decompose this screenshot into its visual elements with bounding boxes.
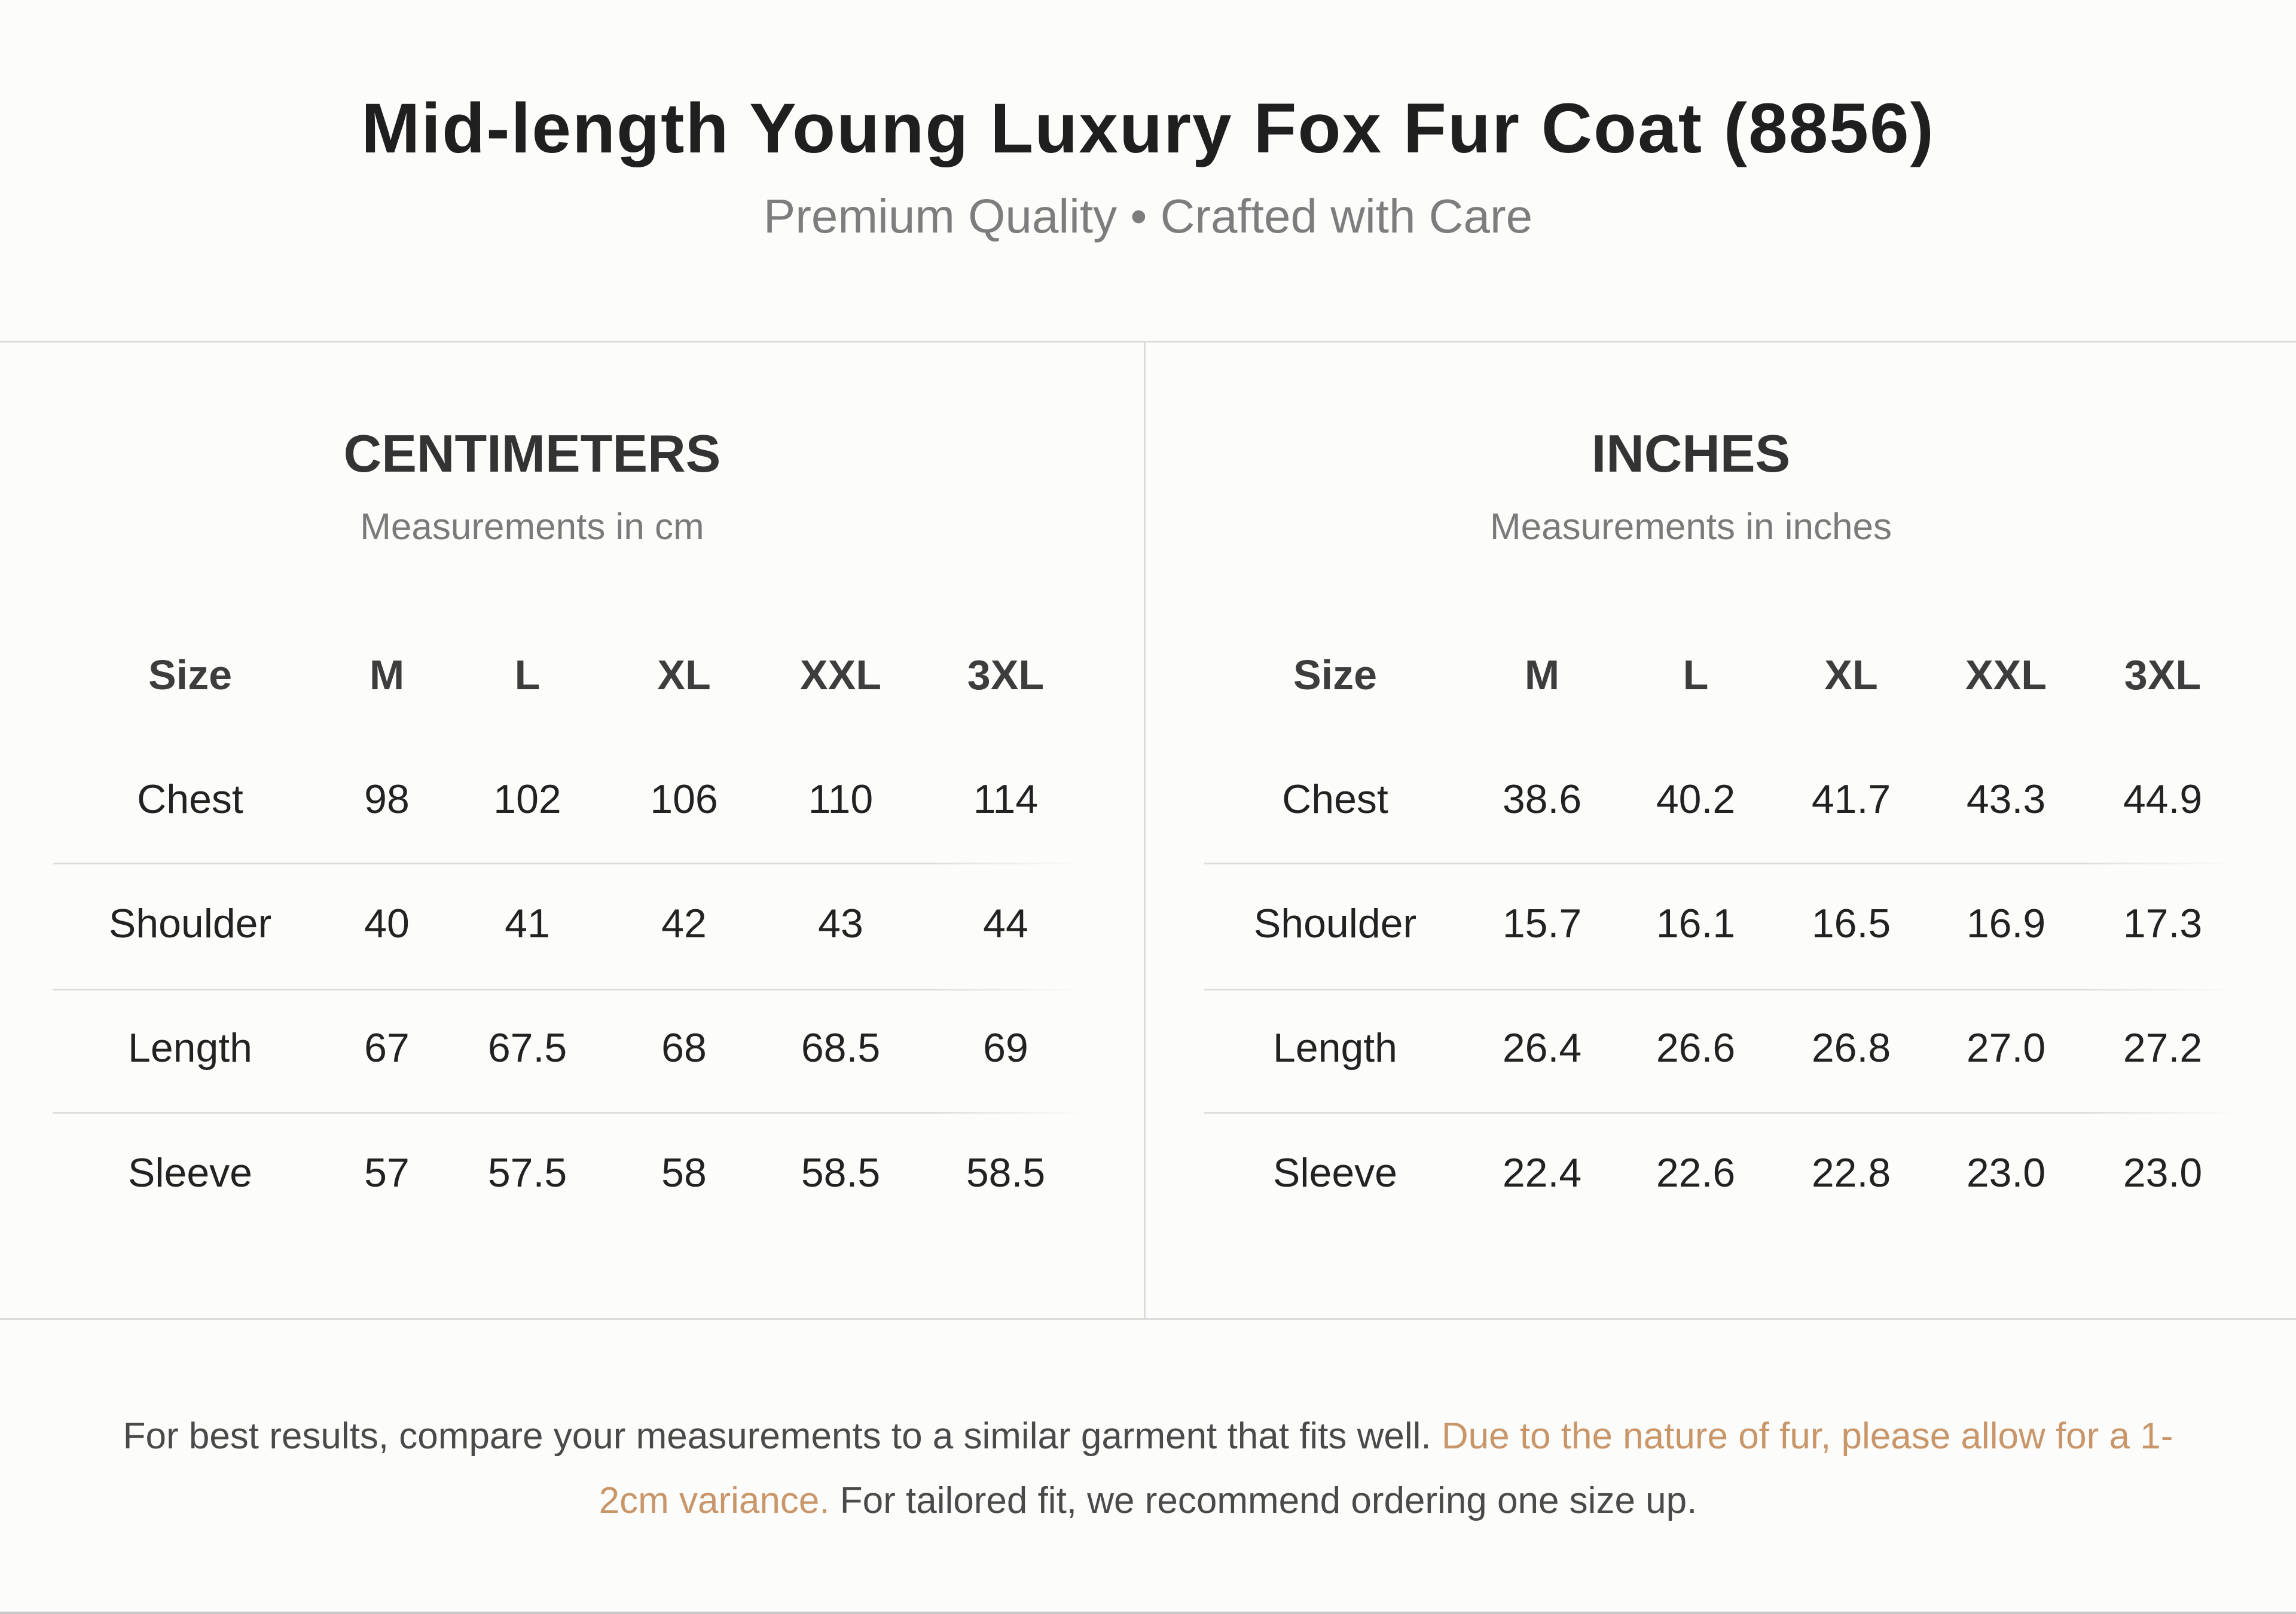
table-cell: 43.3 [1966,777,2046,822]
column-header-size: Size [1293,652,1378,698]
table-cell: 44.9 [2123,777,2203,822]
inches-title: INCHES [1591,424,1791,483]
table-cell: 110 [808,777,874,822]
table-cell: 114 [973,777,1039,822]
table-cell: 16.5 [1811,901,1891,946]
table-cell: 27.2 [2123,1025,2203,1071]
table-cell: 68.5 [801,1025,881,1071]
table-cell: 106 [650,777,718,822]
table-cell: 23.0 [1966,1150,2046,1196]
table-cell: 16.9 [1966,901,2046,946]
fit-note-intro: For best results, compare your measureme… [123,1416,1442,1457]
table-cell: 17.3 [2123,901,2203,946]
column-header-l: L [514,652,541,698]
row-label-length: Length [1273,1025,1397,1071]
table-cell: 43 [818,901,863,946]
bottom-border [0,1612,2296,1614]
table-cell: 98 [364,777,410,822]
table-cell: 26.8 [1811,1025,1891,1071]
header-divider [0,341,2296,343]
row-label-shoulder: Shoulder [108,901,272,946]
column-header-size: Size [148,652,233,698]
column-header-xl: XL [1824,652,1878,698]
table-cell: 23.0 [2123,1150,2203,1196]
row-separator [53,1112,1084,1114]
row-label-sleeve: Sleeve [128,1150,252,1196]
row-separator [1204,1112,2236,1114]
table-cell: 42 [661,901,707,946]
table-cell: 102 [493,777,561,822]
table-cell: 57.5 [487,1150,567,1196]
row-label-length: Length [128,1025,252,1071]
table-cell: 22.8 [1811,1150,1891,1196]
inches-panel: INCHES Measurements in inches Size M L X… [1146,343,2296,1319]
table-cell: 22.6 [1656,1150,1736,1196]
column-header-xxl: XXL [799,652,882,698]
column-header-3xl: 3XL [2124,652,2202,698]
table-cell: 40.2 [1656,777,1736,822]
footer-divider [0,1318,2296,1320]
panel-divider [1144,341,1146,1319]
row-separator [1204,989,2236,991]
centimeters-subtitle: Measurements in cm [360,506,704,548]
column-header-xl: XL [657,652,711,698]
table-cell: 44 [983,901,1028,946]
row-separator [1204,863,2236,864]
row-label-chest: Chest [1282,777,1388,822]
table-cell: 58.5 [801,1150,881,1196]
table-cell: 27.0 [1966,1025,2046,1071]
row-label-shoulder: Shoulder [1253,901,1417,946]
centimeters-title: CENTIMETERS [343,424,721,483]
page-title: Mid-length Young Luxury Fox Fur Coat (88… [361,89,1935,168]
row-separator [53,863,1084,864]
table-cell: 41 [505,901,550,946]
column-header-m: M [1524,652,1560,698]
column-header-m: M [369,652,405,698]
table-cell: 26.6 [1656,1025,1736,1071]
table-cell: 58.5 [966,1150,1046,1196]
table-cell: 68 [661,1025,707,1071]
table-cell: 15.7 [1502,901,1582,946]
table-cell: 16.1 [1656,901,1736,946]
row-separator [53,989,1084,991]
fit-note-text: For best results, compare your measureme… [108,1404,2188,1533]
page-subtitle: Premium Quality • Crafted with Care [763,189,1533,243]
row-label-sleeve: Sleeve [1273,1150,1397,1196]
column-header-l: L [1683,652,1709,698]
table-cell: 67 [364,1025,410,1071]
page-header: Mid-length Young Luxury Fox Fur Coat (88… [0,0,2296,341]
table-cell: 67.5 [487,1025,567,1071]
column-header-xxl: XXL [1965,652,2047,698]
fit-note-recommendation: For tailored fit, we recommend ordering … [829,1480,1697,1521]
table-cell: 57 [364,1150,410,1196]
fit-note: For best results, compare your measureme… [0,1320,2296,1612]
column-header-3xl: 3XL [967,652,1045,698]
table-cell: 40 [364,901,410,946]
table-cell: 41.7 [1811,777,1891,822]
table-cell: 58 [661,1150,707,1196]
fit-note-variance-highlight: Due to the nature of fur, please allow f… [599,1416,2173,1521]
inches-subtitle: Measurements in inches [1490,506,1892,548]
centimeters-panel: CENTIMETERS Measurements in cm Size M L … [0,343,1144,1319]
table-cell: 38.6 [1502,777,1582,822]
table-cell: 26.4 [1502,1025,1582,1071]
row-label-chest: Chest [137,777,243,822]
table-cell: 22.4 [1502,1150,1582,1196]
table-cell: 69 [983,1025,1028,1071]
